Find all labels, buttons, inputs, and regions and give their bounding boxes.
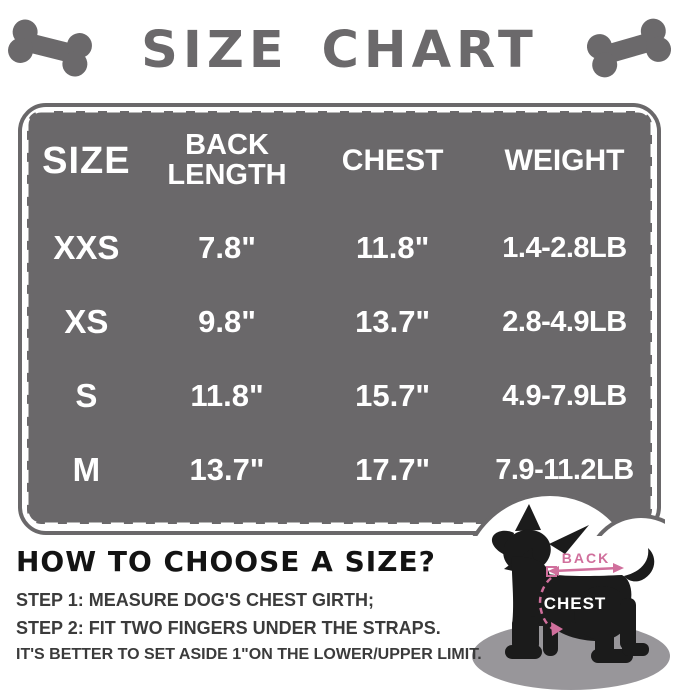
guide-heading: HOW TO CHOOSE A SIZE?: [16, 545, 436, 578]
row-xxs-chest: 11.8": [355, 230, 430, 265]
guide-step2: STEP 2: FIT TWO FINGERS UNDER THE STRAPS…: [16, 618, 441, 638]
row-s-chest: 15.7": [355, 378, 431, 413]
row-m-back: 13.7": [189, 452, 265, 487]
col-header-back-line1: BACK: [185, 129, 269, 162]
guide-note: IT'S BETTER TO SET ASIDE 1"ON THE LOWER/…: [16, 646, 482, 663]
table-outer-border: [18, 103, 661, 535]
col-header-chest: CHEST: [341, 144, 444, 177]
measurement-annotations: BACK CHEST: [538, 550, 624, 636]
chest-label: CHEST: [544, 594, 607, 613]
row-s-back: 11.8": [190, 378, 264, 413]
col-header-back-length: BACK LENGTH: [146, 111, 309, 211]
col-header-weight: WEIGHT: [504, 144, 625, 177]
back-label: BACK: [562, 550, 610, 566]
row-xxs-weight: 1.4-2.8LB: [502, 231, 627, 264]
row-s-weight: 4.9-7.9LB: [502, 379, 627, 412]
row-xs-weight: 2.8-4.9LB: [502, 305, 627, 338]
cloud-cutout: [472, 492, 665, 536]
row-m-chest: 17.7": [355, 452, 431, 487]
bone-icon: [586, 18, 672, 78]
row-s-size: S: [75, 377, 98, 414]
table-background: [25, 109, 654, 526]
row-xs-size: XS: [64, 303, 109, 340]
row-m-size: M: [72, 451, 101, 488]
guide-step1: STEP 1: MEASURE DOG'S CHEST GIRTH;: [16, 590, 374, 610]
row-xxs-size: XXS: [53, 229, 120, 266]
col-header-back-line2: LENGTH: [167, 159, 287, 191]
header: SIZE CHART: [0, 0, 679, 96]
page-title: SIZE CHART: [141, 20, 538, 80]
row-xxs-back: 7.8": [198, 230, 256, 265]
bone-icon: [8, 19, 92, 77]
row-xs-chest: 13.7": [355, 304, 431, 339]
sizing-guide: HOW TO CHOOSE A SIZE? STEP 1: MEASURE DO…: [16, 545, 482, 664]
size-chart-table: SIZE BACK LENGTH CHEST WEIGHT XXS 7.8" 1…: [27, 111, 652, 524]
row-m-weight: 7.9-11.2LB: [495, 453, 634, 486]
col-header-size: SIZE: [42, 139, 131, 182]
row-xs-back: 9.8": [198, 304, 256, 339]
